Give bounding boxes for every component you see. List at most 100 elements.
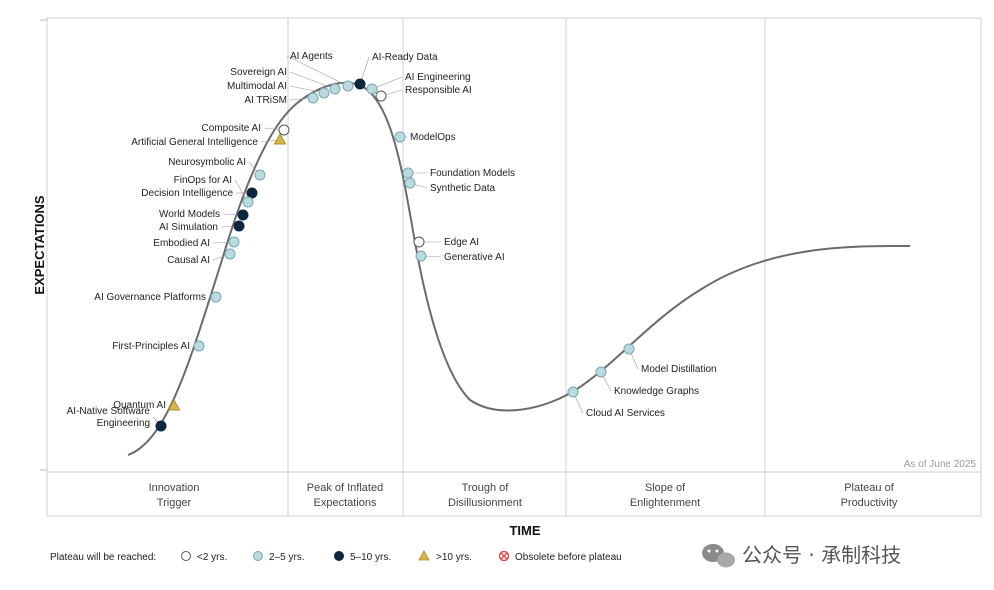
phase-label-plateau-2: Productivity bbox=[841, 497, 898, 509]
tech-neurosymbolic-ai: Neurosymbolic AI bbox=[168, 157, 266, 181]
tech-label: AI-Native Software Engineering bbox=[67, 406, 151, 429]
legend-obsolete-marker bbox=[498, 550, 510, 562]
tech-ai-trism: AI TRiSM bbox=[244, 92, 319, 106]
phase-label-slope-2: Enlightenment bbox=[630, 497, 700, 509]
tech-label: FinOps for AI bbox=[174, 175, 232, 186]
tech-ai-simulation: AI Simulation bbox=[159, 220, 245, 233]
tech-label: Quantum AI bbox=[113, 400, 166, 411]
legend-obsolete-label: Obsolete before plateau bbox=[515, 552, 622, 563]
tech-label: Sovereign AI bbox=[230, 67, 287, 78]
tech-artificial-general-intelligence: Artificial General Intelligence bbox=[131, 132, 287, 148]
marker-y510 bbox=[246, 187, 258, 199]
tech-label: Knowledge Graphs bbox=[614, 386, 699, 397]
watermark: 公众号 · 承制科技 bbox=[702, 543, 901, 568]
marker-y25 bbox=[210, 291, 222, 303]
marker-y510 bbox=[233, 220, 245, 232]
tech-edge-ai: Edge AI bbox=[413, 236, 479, 248]
tech-label: Embodied AI bbox=[153, 238, 210, 249]
tech-cloud-ai-services: Cloud AI Services bbox=[567, 386, 665, 419]
tech-label: Model Distillation bbox=[641, 364, 717, 375]
legend-2-5-marker bbox=[253, 551, 263, 561]
legend-5-10-marker bbox=[334, 551, 344, 561]
marker-y25 bbox=[329, 83, 341, 95]
tech-sovereign-ai: Sovereign AI bbox=[230, 67, 341, 95]
leader-line bbox=[289, 85, 325, 94]
tech-model-distillation: Model Distillation bbox=[623, 343, 717, 375]
legend-5-10-label: 5–10 yrs. bbox=[350, 552, 391, 563]
tech-label: Decision Intelligence bbox=[141, 188, 233, 199]
tech-ai-agents: AI Agents bbox=[286, 51, 354, 92]
tech-label: AI-Ready Data bbox=[372, 52, 438, 63]
tech-knowledge-graphs: Knowledge Graphs bbox=[595, 366, 699, 397]
tech-embodied-ai: Embodied AI bbox=[153, 236, 240, 249]
phase-label-peak-1: Peak of Inflated bbox=[307, 482, 383, 494]
marker-y25 bbox=[402, 167, 414, 179]
marker-gt10 bbox=[273, 132, 287, 145]
y-axis-title: EXPECTATIONS bbox=[32, 195, 47, 295]
tech-label: Causal AI bbox=[167, 255, 210, 266]
tech-label: Cloud AI Services bbox=[586, 408, 665, 419]
leader-line bbox=[286, 55, 349, 87]
tech-ai-native-software-engineering: AI-Native Software Engineering bbox=[67, 406, 167, 432]
phase-label-trough-2: Disillusionment bbox=[448, 497, 522, 509]
phase-label-plateau-1: Plateau of bbox=[844, 482, 894, 494]
marker-y25 bbox=[224, 248, 236, 260]
marker-y25 bbox=[394, 131, 406, 143]
tech-label: ModelOps bbox=[410, 132, 456, 143]
tech-label: Edge AI bbox=[444, 237, 479, 248]
phase-label-innovation-trigger-2: Trigger bbox=[157, 497, 192, 509]
phase-label-peak-2: Expectations bbox=[314, 497, 377, 509]
tech-label: World Models bbox=[159, 209, 220, 220]
tech-causal-ai: Causal AI bbox=[167, 248, 236, 266]
tech-label: Artificial General Intelligence bbox=[131, 137, 258, 148]
tech-label: Synthetic Data bbox=[430, 183, 495, 194]
phase-bar bbox=[46, 471, 982, 517]
tech-ai-governance-platforms: AI Governance Platforms bbox=[94, 291, 222, 303]
tech-label: Composite AI bbox=[202, 123, 261, 134]
tech-world-models: World Models bbox=[159, 209, 249, 221]
tech-label: Generative AI bbox=[444, 252, 505, 263]
marker-gt10 bbox=[167, 398, 181, 411]
tech-label: Foundation Models bbox=[430, 168, 515, 179]
marker-y25 bbox=[242, 196, 254, 208]
legend-gt10-label: >10 yrs. bbox=[436, 552, 472, 563]
wechat-icon bbox=[702, 544, 735, 568]
as-of-note: As of June 2025 bbox=[904, 459, 977, 470]
phase-label-innovation-trigger-1: Innovation bbox=[149, 482, 200, 494]
leader-line bbox=[289, 71, 336, 90]
tech-multimodal-ai: Multimodal AI bbox=[227, 81, 330, 99]
tech-ai-engineering: AI Engineering bbox=[366, 72, 471, 95]
marker-y25 bbox=[193, 340, 205, 352]
marker-y25 bbox=[623, 343, 635, 355]
tech-label: First-Principles AI bbox=[112, 341, 190, 352]
phase-label-trough-1: Trough of bbox=[462, 482, 510, 494]
tech-label: AI Governance Platforms bbox=[94, 292, 206, 303]
legend-lt2-marker bbox=[181, 551, 191, 561]
tech-decision-intelligence: Decision Intelligence bbox=[141, 187, 258, 199]
tech-responsible-ai: Responsible AI bbox=[375, 85, 472, 102]
phase-label-slope-1: Slope of bbox=[645, 482, 686, 494]
tech-modelops: ModelOps bbox=[394, 131, 456, 143]
tech-label: Responsible AI bbox=[405, 85, 472, 96]
tech-composite-ai: Composite AI bbox=[202, 123, 290, 136]
marker-y25 bbox=[567, 386, 579, 398]
tech-label: Multimodal AI bbox=[227, 81, 287, 92]
marker-y25 bbox=[404, 177, 416, 189]
marker-y25 bbox=[307, 92, 319, 104]
marker-y25 bbox=[342, 80, 354, 92]
legend-2-5-label: 2–5 yrs. bbox=[269, 552, 305, 563]
marker-y510 bbox=[237, 209, 249, 221]
marker-y25 bbox=[318, 87, 330, 99]
tech-first-principles-ai: First-Principles AI bbox=[112, 340, 205, 352]
x-axis-title: TIME bbox=[509, 523, 540, 538]
marker-lt2 bbox=[278, 124, 290, 136]
tech-ai-ready-data: AI-Ready Data bbox=[354, 52, 438, 90]
legend-gt10-marker bbox=[418, 550, 430, 561]
tech-generative-ai: Generative AI bbox=[415, 250, 505, 263]
watermark-text: 公众号 · 承制科技 bbox=[742, 543, 901, 567]
legend-lt2-label: <2 yrs. bbox=[197, 552, 227, 563]
marker-y25 bbox=[595, 366, 607, 378]
tech-label: AI Simulation bbox=[159, 222, 218, 233]
